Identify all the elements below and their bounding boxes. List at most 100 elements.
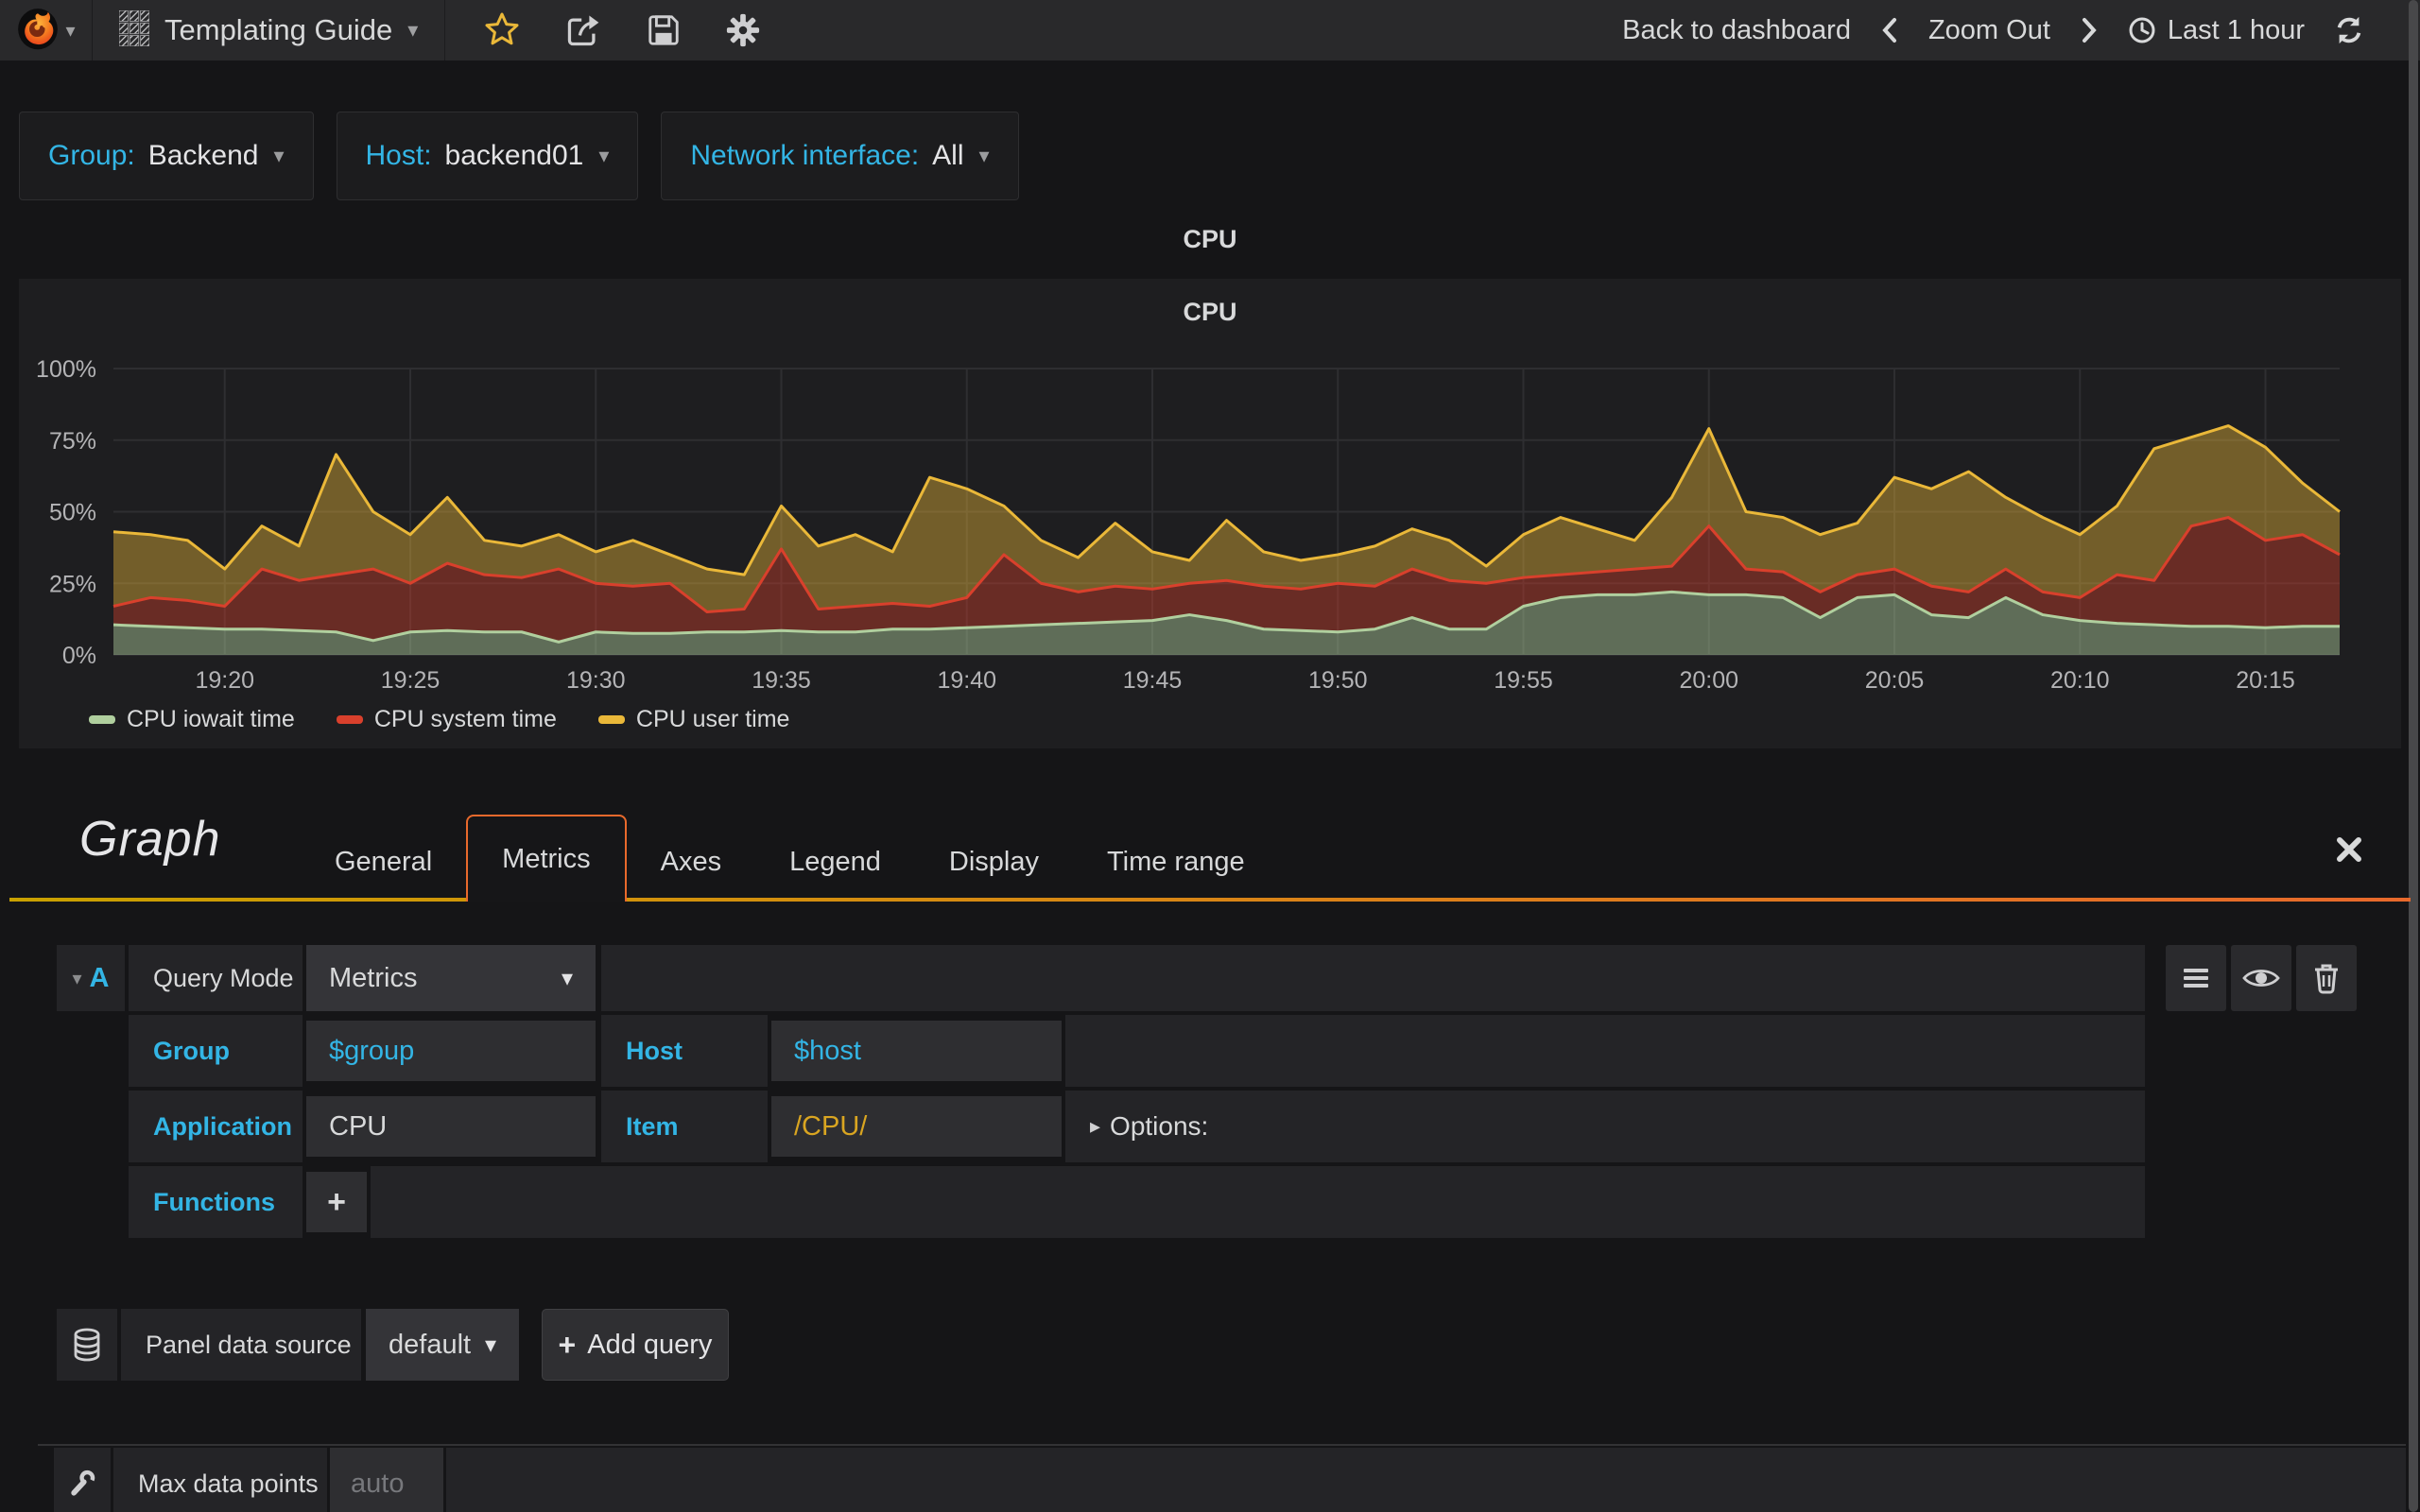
time-range-label: Last 1 hour [2167, 14, 2305, 45]
settings-button[interactable] [725, 12, 761, 48]
item-value-field[interactable]: /CPU/ [771, 1096, 1062, 1157]
query-mode-value: Metrics [329, 962, 418, 993]
query-mode-dropdown[interactable]: Metrics ▾ [306, 945, 596, 1011]
legend-label: CPU user time [635, 706, 790, 732]
clock-icon [2129, 17, 2155, 43]
plus-icon: + [558, 1327, 577, 1362]
cpu-stacked-area-chart[interactable]: 0% 25% 50% 75% 100% 19:20 19:25 19:30 19:35 19:40… [19, 334, 2401, 693]
legend-label: CPU system time [373, 706, 557, 732]
variable-group-dropdown[interactable]: Group: Backend ▾ [19, 112, 314, 200]
application-value: CPU [329, 1110, 388, 1142]
query-row-collapse[interactable]: ▾ A [57, 945, 125, 1011]
svg-text:19:45: 19:45 [1123, 667, 1183, 693]
dashboard-grid-icon [118, 9, 150, 51]
svg-text:19:50: 19:50 [1308, 667, 1368, 693]
tab-metrics[interactable]: Metrics [466, 815, 627, 902]
time-range-picker[interactable]: Last 1 hour [2128, 15, 2305, 46]
top-navbar: ▾ Templating Guide ▾ [0, 0, 2420, 60]
tab-display[interactable]: Display [948, 846, 1039, 877]
close-editor-button[interactable] [2335, 835, 2363, 867]
triangle-right-icon: ▸ [1090, 1114, 1101, 1138]
legend-item[interactable]: CPU user time [597, 706, 790, 733]
star-button[interactable] [483, 11, 521, 49]
variable-host-dropdown[interactable]: Host: backend01 ▾ [336, 112, 639, 200]
variable-label: Group: [48, 140, 135, 171]
group-value-field[interactable]: $group [306, 1021, 596, 1081]
grafana-logo-icon [16, 7, 60, 55]
svg-text:20:10: 20:10 [2050, 667, 2110, 693]
variable-value: Backend [147, 140, 259, 171]
variable-value: backend01 [444, 140, 584, 171]
max-data-points-label: Max data points [138, 1469, 319, 1498]
svg-text:19:35: 19:35 [752, 667, 811, 693]
chevron-down-icon: ▾ [72, 968, 82, 989]
editor-tabs: General Metrics Axes Legend Display Time… [301, 815, 1279, 902]
tab-legend[interactable]: Legend [789, 846, 881, 877]
time-shift-right-button[interactable] [2079, 16, 2100, 44]
save-icon [648, 15, 679, 45]
item-label: Item [626, 1111, 679, 1141]
add-query-label: Add query [587, 1329, 713, 1360]
variable-netif-dropdown[interactable]: Network interface: All ▾ [661, 112, 1019, 200]
hamburger-icon [2184, 969, 2208, 988]
time-shift-left-button[interactable] [1879, 16, 1900, 44]
tab-underline [9, 898, 2411, 902]
query-row-filler [446, 1448, 2406, 1512]
page-scrollbar[interactable] [2409, 0, 2418, 1512]
query-toggle-visibility-button[interactable] [2231, 945, 2291, 1011]
svg-text:20:00: 20:00 [1679, 667, 1738, 693]
share-icon [568, 15, 599, 46]
chevron-down-icon: ▾ [598, 144, 610, 167]
chevron-down-icon: ▾ [407, 18, 419, 42]
group-value: $group [329, 1035, 415, 1066]
legend-item[interactable]: CPU system time [336, 706, 557, 733]
svg-text:100%: 100% [36, 356, 96, 383]
max-data-points-label-cell: Max data points [113, 1448, 327, 1512]
datasource-dropdown[interactable]: default ▾ [366, 1309, 519, 1381]
add-query-button[interactable]: + Add query [542, 1309, 729, 1381]
chevron-left-icon [1882, 18, 1896, 43]
share-button[interactable] [564, 11, 602, 49]
query-delete-button[interactable] [2296, 945, 2357, 1011]
panel-title[interactable]: CPU [1183, 298, 1237, 326]
group-label: Group [153, 1036, 230, 1065]
query-row-filler [1065, 1015, 2145, 1087]
back-to-dashboard-button[interactable]: Back to dashboard [1622, 14, 1851, 45]
tab-axes[interactable]: Axes [660, 846, 722, 877]
chevron-right-icon [2082, 18, 2097, 43]
dashboard-title: Templating Guide [164, 13, 393, 46]
query-ref-letter: A [89, 962, 110, 993]
options-label: Options: [1110, 1111, 1209, 1141]
star-icon [485, 12, 519, 45]
tab-time-range[interactable]: Time range [1106, 846, 1245, 877]
datasource-label: Panel data source [146, 1330, 352, 1359]
host-value-field[interactable]: $host [771, 1021, 1062, 1081]
tab-general[interactable]: General [335, 846, 433, 877]
legend-item[interactable]: CPU iowait time [89, 706, 295, 733]
query-menu-button[interactable] [2166, 945, 2226, 1011]
save-button[interactable] [646, 12, 682, 48]
max-data-points-input[interactable] [330, 1448, 443, 1512]
datasource-icon-cell [57, 1309, 117, 1381]
chevron-down-icon: ▾ [65, 20, 76, 42]
grafana-main-menu[interactable]: ▾ [0, 0, 93, 60]
add-function-button[interactable]: + [306, 1172, 367, 1232]
svg-text:25%: 25% [49, 571, 96, 597]
svg-text:20:15: 20:15 [2236, 667, 2295, 693]
item-label-cell: Item [601, 1091, 768, 1162]
variable-value: All [932, 140, 964, 171]
dashboard-picker[interactable]: Templating Guide ▾ [93, 0, 446, 60]
gear-icon [727, 13, 760, 47]
query-row-filler [601, 945, 2145, 1011]
eye-icon [2242, 970, 2280, 987]
svg-text:0%: 0% [62, 643, 96, 669]
trash-icon [2315, 964, 2338, 994]
svg-text:50%: 50% [49, 500, 96, 526]
zoom-out-button[interactable]: Zoom Out [1927, 14, 2050, 45]
dashboard-actions [445, 11, 799, 49]
application-value-field[interactable]: CPU [306, 1096, 596, 1157]
refresh-button[interactable] [2333, 14, 2365, 46]
options-toggle[interactable]: ▸ Options: [1065, 1091, 2145, 1162]
wrench-icon [71, 1469, 95, 1496]
